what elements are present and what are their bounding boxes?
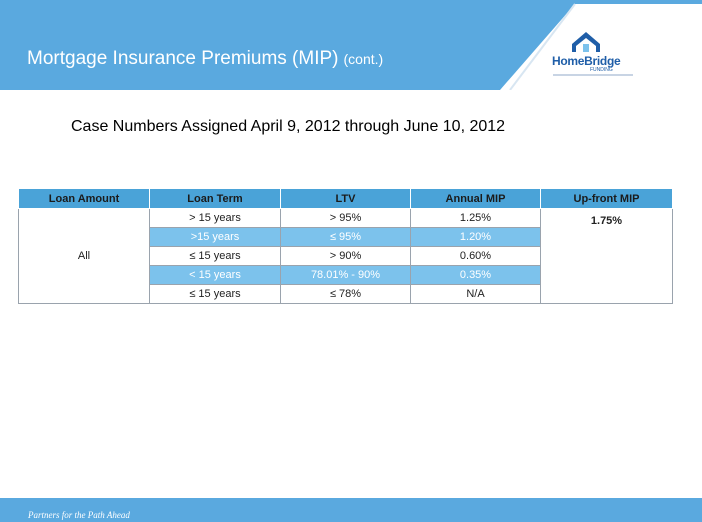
- annual-mip-cell: 1.25%: [410, 208, 541, 228]
- loan-term-cell: >15 years: [149, 227, 281, 247]
- annual-mip-cell: 0.35%: [410, 265, 541, 285]
- upfront-mip-cell: 1.75%: [540, 208, 673, 304]
- logo-wordmark: HomeBridge: [552, 54, 621, 68]
- header-loan-amount: Loan Amount: [18, 188, 150, 209]
- annual-mip-cell: 1.20%: [410, 227, 541, 247]
- annual-mip-cell: N/A: [410, 284, 541, 304]
- loan-term-cell: < 15 years: [149, 265, 281, 285]
- ltv-cell: > 95%: [280, 208, 411, 228]
- page-title-main: Mortgage Insurance Premiums (MIP): [27, 48, 339, 69]
- footer-tagline: Partners for the Path Ahead: [28, 510, 130, 520]
- ltv-cell: > 90%: [280, 246, 411, 266]
- loan-amount-cell: All: [18, 208, 150, 304]
- page-title: Mortgage Insurance Premiums (MIP) (cont.): [27, 48, 383, 70]
- table-row: All > 15 years > 95% 1.25% 1.75%: [18, 208, 673, 304]
- header-ltv: LTV: [280, 188, 411, 209]
- homebridge-logo-icon: [572, 32, 600, 52]
- header-annual-mip: Annual MIP: [410, 188, 541, 209]
- case-number-subtitle: Case Numbers Assigned April 9, 2012 thro…: [71, 118, 506, 135]
- footer-bar: [0, 498, 702, 522]
- logo-underline: [553, 74, 633, 76]
- loan-term-cell: > 15 years: [149, 208, 281, 228]
- header-loan-term: Loan Term: [149, 188, 281, 209]
- banner-shape: [0, 0, 702, 90]
- loan-term-cell: ≤ 15 years: [149, 246, 281, 266]
- table-row: ≤ 15 years > 90% 0.60%: [19, 246, 673, 266]
- page-title-suffix: (cont.): [343, 51, 384, 67]
- loan-term-cell: ≤ 15 years: [149, 284, 281, 304]
- ltv-cell: 78.01% - 90%: [280, 265, 411, 285]
- table-row: ≤ 15 years ≤ 78% N/A: [19, 284, 673, 304]
- logo-subtext: FUNDING: [590, 67, 613, 73]
- mip-table: Loan Amount Loan Term LTV Annual MIP Up-…: [18, 188, 673, 304]
- ltv-cell: ≤ 78%: [280, 284, 411, 304]
- annual-mip-cell: 0.60%: [410, 246, 541, 266]
- header-upfront-mip: Up-front MIP: [540, 188, 673, 209]
- ltv-cell: ≤ 95%: [280, 227, 411, 247]
- table-header-row: Loan Amount Loan Term LTV Annual MIP Up-…: [18, 188, 673, 209]
- title-banner: Mortgage Insurance Premiums (MIP) (cont.): [0, 0, 702, 90]
